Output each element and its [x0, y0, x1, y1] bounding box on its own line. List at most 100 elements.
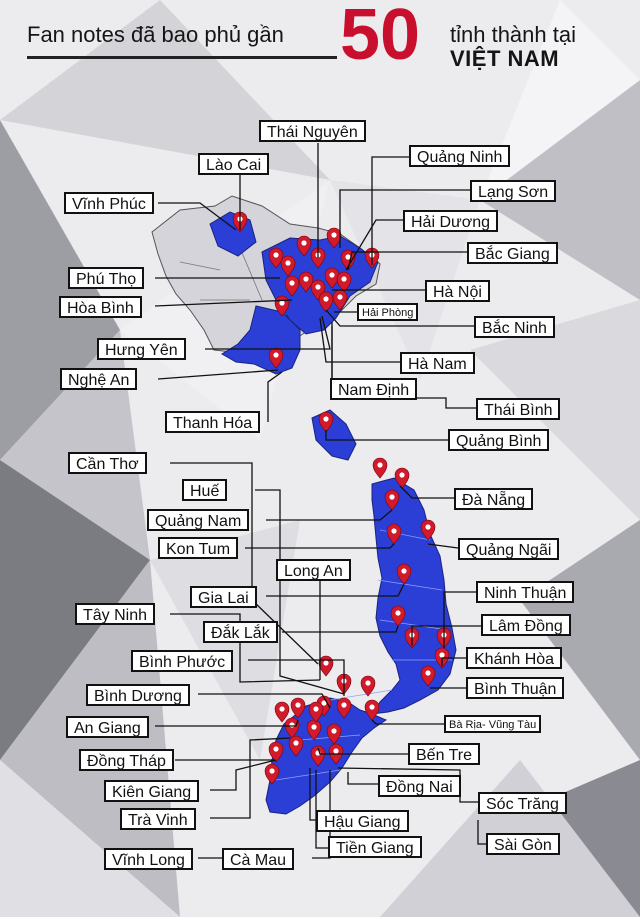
map-pin-dot-icon	[323, 296, 329, 302]
label-ca-mau: Cà Mau	[222, 848, 295, 870]
label-da-nang: Đà Nẵng	[454, 488, 534, 510]
label-long-an: Long An	[276, 559, 351, 581]
map-pin-dot-icon	[345, 254, 351, 260]
map-pin-dot-icon	[389, 494, 395, 500]
map-pin-icon	[390, 605, 406, 627]
label-vinh-long: Vĩnh Long	[104, 848, 193, 870]
label-phu-tho: Phú Thọ	[68, 267, 145, 289]
map-pin-dot-icon	[323, 416, 329, 422]
label-gia-lai: Gia Lai	[190, 586, 257, 608]
label-ben-tre: Bến Tre	[408, 743, 481, 765]
label-lam-dong: Lâm Đồng	[481, 614, 571, 636]
label-nghe-an: Nghệ An	[60, 368, 138, 390]
map-pin-icon	[318, 411, 334, 433]
map-pin-dot-icon	[331, 728, 337, 734]
map-pin-dot-icon	[285, 260, 291, 266]
label-hoa-binh: Hòa Bình	[59, 296, 142, 318]
label-tien-giang: Tiền Giang	[328, 836, 422, 858]
map-pin-dot-icon	[269, 768, 275, 774]
map-pin-dot-icon	[439, 652, 445, 658]
label-nam-dinh: Nam Định	[330, 378, 418, 400]
map-pin-icon	[310, 745, 326, 767]
map-pin-icon	[336, 271, 352, 293]
map-pin-icon	[284, 275, 300, 297]
label-bac-giang: Bắc Giang	[467, 242, 558, 264]
map-pin-dot-icon	[273, 352, 279, 358]
label-kon-tum: Kon Tum	[158, 537, 239, 559]
label-dong-thap: Đồng Tháp	[79, 749, 174, 771]
map-pin-dot-icon	[303, 276, 309, 282]
map-pin-icon	[336, 697, 352, 719]
map-pin-dot-icon	[279, 300, 285, 306]
label-hue: Huế	[182, 479, 228, 501]
map-pin-icon	[372, 457, 388, 479]
map-pin-dot-icon	[391, 528, 397, 534]
map-pin-dot-icon	[279, 706, 285, 712]
map-pin-icon	[306, 719, 322, 741]
map-pin-icon	[280, 255, 296, 277]
map-pin-dot-icon	[311, 724, 317, 730]
label-can-tho: Cần Thơ	[68, 452, 147, 474]
map-pin-icon	[308, 701, 324, 723]
label-dong-nai: Đồng Nai	[378, 775, 461, 797]
map-pin-dot-icon	[313, 706, 319, 712]
header-number: 50	[340, 0, 421, 75]
map-pin-dot-icon	[301, 240, 307, 246]
header-line1-right: tỉnh thành tại	[450, 22, 576, 47]
map-pin-dot-icon	[289, 280, 295, 286]
map-pin-icon	[364, 699, 380, 721]
map-pin-icon	[268, 741, 284, 763]
map-pin-icon	[384, 489, 400, 511]
map-pin-icon	[394, 467, 410, 489]
label-khanh-hoa: Khánh Hòa	[466, 647, 563, 669]
map-pin-icon	[268, 347, 284, 369]
label-an-giang: An Giang	[66, 716, 149, 738]
map-pin-icon	[274, 701, 290, 723]
map-pin-dot-icon	[337, 294, 343, 300]
label-soc-trang: Sóc Trăng	[478, 792, 567, 814]
map-pin-dot-icon	[273, 252, 279, 258]
label-binh-phuoc: Bình Phước	[131, 650, 234, 672]
map-pin-dot-icon	[341, 702, 347, 708]
label-lao-cai: Lào Cai	[198, 153, 270, 175]
label-hau-giang: Hậu Giang	[316, 810, 409, 832]
map-pin-dot-icon	[329, 272, 335, 278]
map-pin-dot-icon	[315, 284, 321, 290]
label-binh-thuan: Bình Thuận	[466, 677, 565, 699]
map-pin-dot-icon	[425, 524, 431, 530]
label-ba-ria-vung-tau: Bà Rịa- Vũng Tàu	[444, 715, 542, 733]
label-dak-lak: Đắk Lắk	[203, 621, 278, 643]
label-thanh-hoa: Thanh Hóa	[165, 411, 261, 433]
label-kien-giang: Kiên Giang	[104, 780, 200, 802]
label-ha-nam: Hà Nam	[400, 352, 475, 374]
map-pin-dot-icon	[401, 568, 407, 574]
map-pin-dot-icon	[321, 700, 327, 706]
map-pin-dot-icon	[273, 746, 279, 752]
map-pin-dot-icon	[395, 610, 401, 616]
label-ninh-thuan: Ninh Thuận	[476, 581, 575, 603]
map-pin-icon	[420, 519, 436, 541]
label-lang-son: Lạng Sơn	[470, 180, 557, 202]
map-pin-dot-icon	[365, 680, 371, 686]
label-binh-duong: Bình Dương	[86, 684, 190, 706]
label-bac-ninh: Bắc Ninh	[474, 316, 555, 338]
header-line1: Fan notes đã bao phủ gần	[27, 22, 284, 47]
map-pin-icon	[264, 763, 280, 785]
map-pin-icon	[290, 697, 306, 719]
label-tra-vinh: Trà Vinh	[120, 808, 196, 830]
map-pin-icon	[386, 523, 402, 545]
map-pin-icon	[284, 717, 300, 739]
label-sai-gon: Sài Gòn	[486, 833, 560, 855]
label-tay-ninh: Tây Ninh	[75, 603, 156, 625]
map-pin-dot-icon	[377, 462, 383, 468]
map-pin-dot-icon	[293, 740, 299, 746]
map-pin-icon	[288, 735, 304, 757]
map-pin-dot-icon	[331, 232, 337, 238]
map-pin-dot-icon	[295, 702, 301, 708]
label-quang-binh: Quảng Bình	[448, 429, 550, 451]
map-pin-icon	[326, 723, 342, 745]
map-pin-dot-icon	[333, 748, 339, 754]
header-underline	[27, 56, 337, 59]
